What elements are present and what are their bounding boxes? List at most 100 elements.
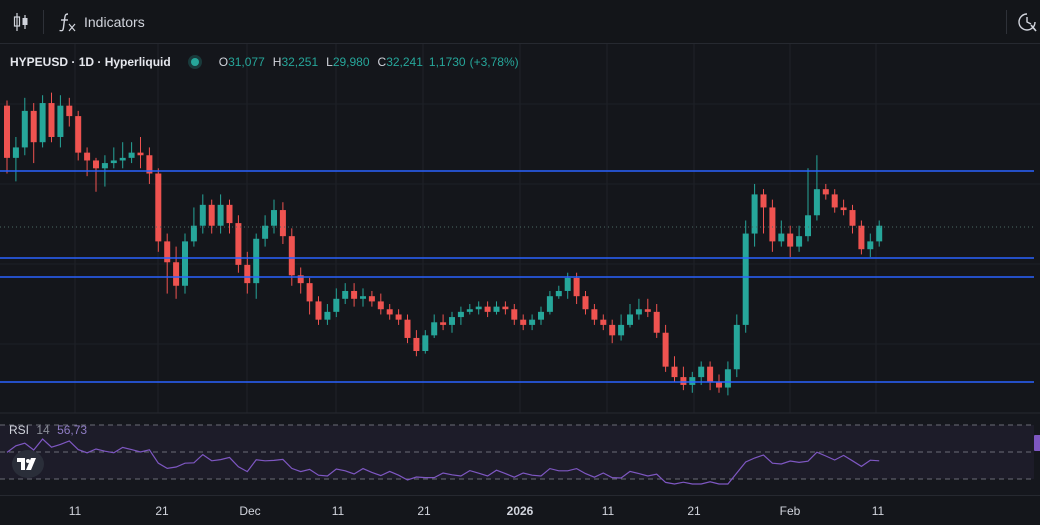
- candle-body: [21, 110, 28, 148]
- time-tick: 21: [155, 504, 169, 518]
- candle-body: [484, 306, 491, 312]
- candle-body: [778, 233, 785, 242]
- candle-body: [529, 319, 536, 325]
- candle-body: [146, 155, 153, 174]
- candle-body: [226, 204, 233, 224]
- candle-body: [511, 309, 518, 320]
- legend-sep-1: ·: [68, 55, 79, 69]
- toolbar-divider-right: [1006, 10, 1007, 34]
- candle-body: [716, 382, 722, 388]
- candle-body: [796, 236, 803, 247]
- tradingview-logo[interactable]: [12, 450, 44, 478]
- rsi-value: 56,73: [57, 423, 88, 437]
- rsi-legend[interactable]: RSI 14 56,73: [9, 423, 87, 437]
- symbol-legend: HYPEUSD · 1D · Hyperliquid O 31,077 H 32,2…: [10, 53, 519, 71]
- candle-body: [155, 173, 162, 242]
- candle-body: [689, 377, 696, 385]
- candle-body: [822, 189, 829, 195]
- candle-body: [66, 105, 73, 117]
- candle-body: [564, 277, 571, 291]
- candle-body: [724, 369, 731, 388]
- rsi-line: [6, 438, 880, 485]
- high-key: H: [272, 55, 282, 69]
- time-tick: 2026: [506, 504, 534, 518]
- exchange-label: Hyperliquid: [104, 55, 171, 69]
- open-value: 31,077: [228, 55, 265, 69]
- candle-body: [635, 309, 642, 315]
- candle-body: [413, 337, 420, 351]
- candle-body: [422, 335, 429, 351]
- candle-body: [404, 319, 411, 338]
- candle-body: [609, 324, 616, 336]
- candle-body: [520, 319, 527, 325]
- candle-body: [546, 296, 553, 312]
- open-key: O: [218, 55, 229, 69]
- candle-body: [208, 204, 215, 226]
- replay-button[interactable]: [1014, 10, 1040, 34]
- candle-body: [457, 311, 464, 318]
- candle-body: [101, 163, 108, 169]
- candle-body: [805, 215, 811, 237]
- candle-body: [813, 189, 820, 216]
- time-axis[interactable]: 11 21 Dec 11 21 2026 11 21 Feb 11: [0, 495, 1040, 525]
- top-toolbar: Indicators: [0, 0, 1040, 44]
- low-key: L: [326, 55, 333, 69]
- candle-body: [360, 296, 366, 299]
- candle-body: [760, 194, 767, 208]
- price-chart[interactable]: [0, 44, 1040, 495]
- candle-body: [217, 204, 224, 226]
- function-icon: [59, 13, 76, 32]
- candle-body: [93, 160, 99, 169]
- time-tick: 11: [331, 504, 345, 518]
- candle-body: [235, 223, 242, 265]
- rsi-name: RSI: [9, 423, 30, 437]
- candle-body: [662, 332, 669, 367]
- candle-body: [342, 290, 349, 299]
- candle-body: [386, 309, 393, 315]
- high-value: 32,251: [281, 55, 319, 69]
- candle-body: [288, 236, 295, 276]
- candle-body: [707, 366, 714, 383]
- candle-body: [262, 225, 269, 239]
- candle-body: [351, 290, 358, 299]
- candle-body: [368, 296, 375, 302]
- candle-body: [440, 322, 447, 325]
- candle-body: [431, 322, 438, 336]
- candle-body: [787, 233, 794, 247]
- candle-body: [627, 314, 633, 325]
- indicators-label: Indicators: [84, 14, 145, 30]
- candle-body: [182, 241, 188, 286]
- time-tick: 11: [601, 504, 615, 518]
- indicators-button[interactable]: Indicators: [56, 10, 156, 34]
- candle-body: [395, 314, 402, 320]
- candle-body: [84, 152, 91, 161]
- candle-body: [271, 210, 277, 226]
- candle-body: [867, 241, 874, 250]
- candle-body: [315, 301, 322, 320]
- candle-body: [297, 275, 304, 284]
- candle-body: [333, 298, 340, 312]
- rsi-price-marker: [1034, 435, 1040, 451]
- rsi-period: 14: [36, 423, 50, 437]
- symbol-name[interactable]: HYPEUSD: [10, 55, 69, 69]
- interval-label[interactable]: 1D: [78, 55, 95, 69]
- candle-body: [466, 309, 473, 312]
- change-value: 1,1730: [428, 55, 466, 69]
- candle-body: [600, 319, 607, 325]
- candle-body: [876, 225, 883, 242]
- candle-body: [4, 105, 10, 158]
- candle-body: [538, 311, 544, 320]
- candle-body: [48, 103, 55, 137]
- candle-body: [30, 110, 37, 143]
- time-tick: Dec: [239, 504, 261, 518]
- market-status-dot[interactable]: [190, 58, 199, 66]
- candle-body: [449, 317, 455, 325]
- close-key: C: [377, 55, 387, 69]
- candle-body: [591, 309, 598, 320]
- chart-type-button[interactable]: [8, 10, 34, 34]
- candle-body: [253, 238, 260, 284]
- candle-body: [742, 233, 749, 325]
- candle-body: [244, 264, 251, 284]
- candle-body: [75, 116, 82, 153]
- candle-body: [57, 105, 64, 137]
